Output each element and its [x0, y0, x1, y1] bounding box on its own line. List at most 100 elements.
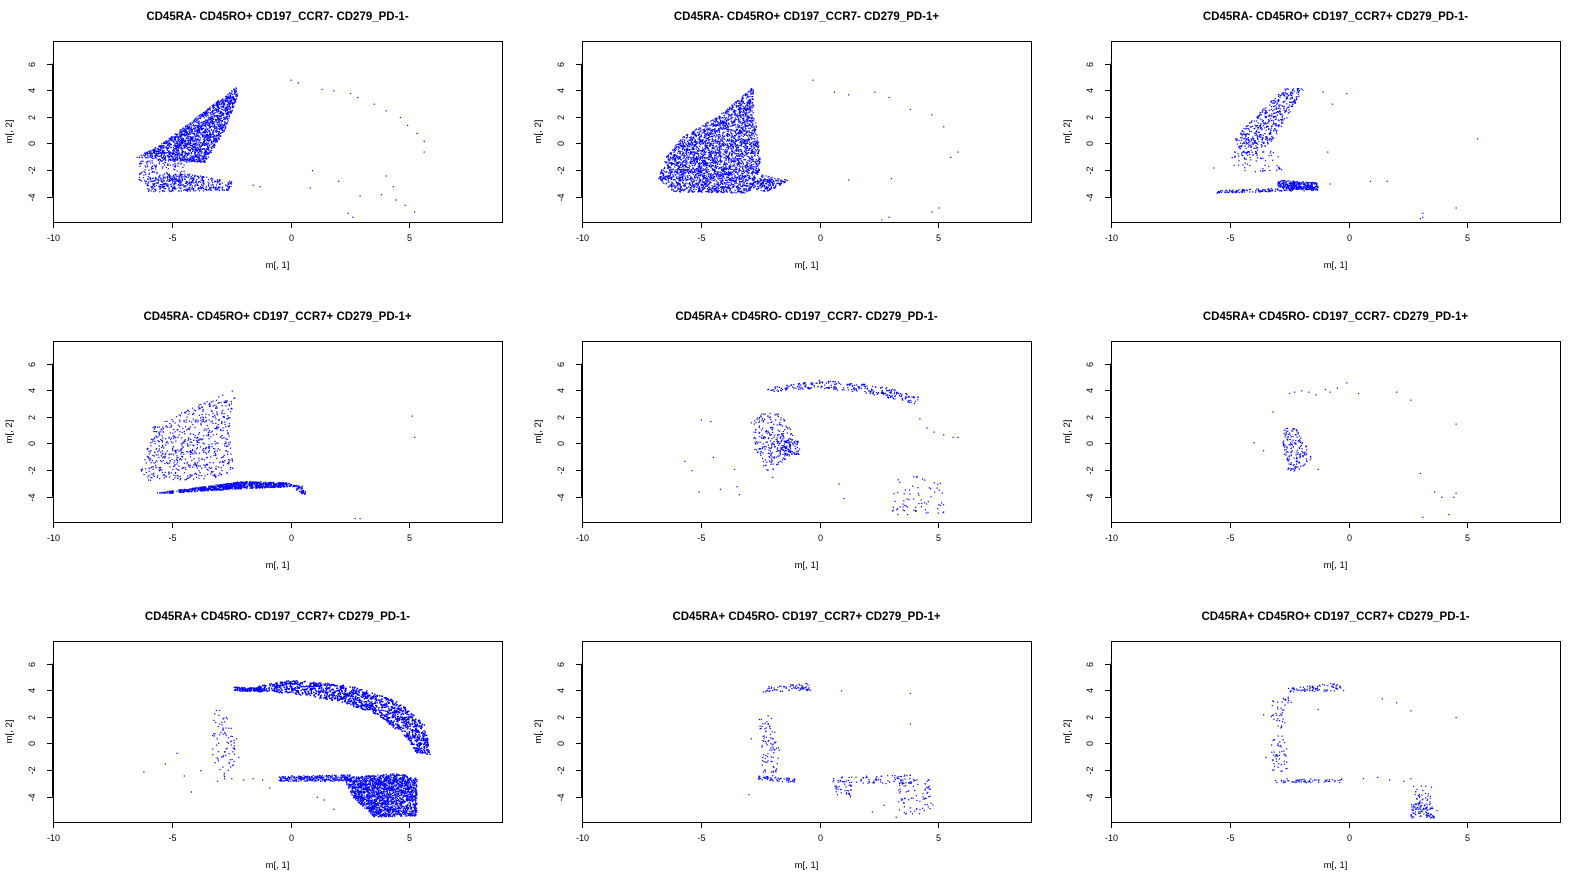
data-point — [204, 120, 206, 122]
data-point — [209, 134, 211, 136]
data-point — [157, 181, 159, 183]
data-point — [167, 185, 169, 187]
data-point — [228, 111, 230, 113]
data-point — [692, 181, 694, 183]
data-point — [722, 125, 724, 127]
data-point — [171, 182, 173, 184]
data-point — [171, 135, 173, 138]
data-point — [169, 146, 171, 148]
data-point — [219, 110, 222, 113]
data-point — [703, 151, 706, 153]
data-point — [719, 177, 721, 179]
data-point — [217, 100, 219, 103]
data-point — [209, 124, 211, 126]
data-point — [175, 146, 177, 148]
data-point — [736, 168, 738, 170]
data-point — [221, 100, 224, 103]
data-point — [696, 151, 698, 153]
data-point — [755, 141, 757, 143]
data-point — [712, 157, 714, 159]
data-point — [192, 132, 194, 134]
data-point — [229, 108, 231, 110]
data-point — [739, 131, 741, 133]
data-point — [714, 128, 716, 130]
panel-1: CD45RA- CD45RO+ CD197_CCR7- CD279_PD-1--… — [4, 11, 503, 271]
data-point — [712, 175, 714, 177]
data-point — [683, 157, 685, 159]
data-point — [178, 181, 180, 183]
data-point — [727, 185, 729, 187]
data-point — [210, 122, 212, 124]
data-point — [217, 123, 219, 125]
data-point — [161, 151, 163, 153]
data-point — [158, 185, 160, 187]
data-point — [701, 140, 703, 142]
data-point — [720, 189, 722, 191]
data-point — [159, 174, 161, 176]
data-point — [171, 156, 173, 158]
data-point — [195, 155, 198, 158]
data-point — [191, 160, 193, 162]
data-point — [756, 165, 758, 167]
data-point — [184, 158, 186, 160]
data-point — [163, 183, 165, 185]
data-point — [724, 151, 726, 153]
data-point — [708, 170, 710, 172]
data-point — [214, 125, 216, 127]
data-point — [708, 155, 710, 157]
data-point — [665, 162, 667, 164]
data-point — [237, 95, 239, 97]
data-point — [738, 132, 740, 134]
data-point — [691, 163, 693, 165]
data-point — [669, 171, 671, 173]
data-point — [726, 138, 729, 140]
data-point — [728, 171, 731, 173]
data-point — [205, 156, 207, 158]
data-point — [204, 112, 206, 114]
data-point — [689, 137, 691, 139]
data-point — [755, 122, 757, 124]
data-point — [694, 162, 696, 164]
data-point — [198, 132, 200, 134]
data-point — [199, 151, 201, 153]
data-point — [203, 142, 205, 144]
data-point — [150, 185, 152, 188]
data-point — [203, 140, 206, 142]
data-point — [719, 151, 721, 153]
data-point — [752, 89, 754, 91]
data-point — [723, 131, 725, 133]
data-point — [724, 171, 726, 173]
data-point — [162, 190, 164, 192]
data-point — [185, 131, 187, 133]
data-point — [215, 138, 217, 140]
data-point — [738, 107, 740, 109]
data-point — [221, 103, 223, 105]
data-point — [180, 144, 182, 146]
data-point — [682, 166, 684, 168]
data-point — [722, 183, 724, 186]
data-point — [188, 146, 190, 148]
data-point — [678, 183, 680, 185]
data-point — [227, 120, 229, 122]
data-point — [751, 167, 754, 169]
data-point — [164, 142, 166, 144]
y-axis-label: m[, 2] — [533, 120, 544, 144]
data-point — [730, 139, 733, 141]
data-point — [163, 173, 166, 175]
data-point — [216, 102, 218, 104]
data-point — [753, 169, 755, 171]
data-point — [739, 178, 741, 180]
data-point — [199, 160, 201, 162]
data-point — [177, 184, 180, 186]
data-point — [159, 187, 161, 189]
data-point — [753, 160, 755, 162]
data-point — [159, 191, 161, 193]
data-point — [230, 111, 232, 113]
data-point — [222, 127, 224, 129]
data-point — [665, 171, 667, 173]
data-point — [752, 141, 754, 143]
data-point — [176, 135, 178, 137]
data-point — [749, 107, 751, 109]
data-point — [678, 140, 680, 143]
data-point — [189, 185, 191, 187]
